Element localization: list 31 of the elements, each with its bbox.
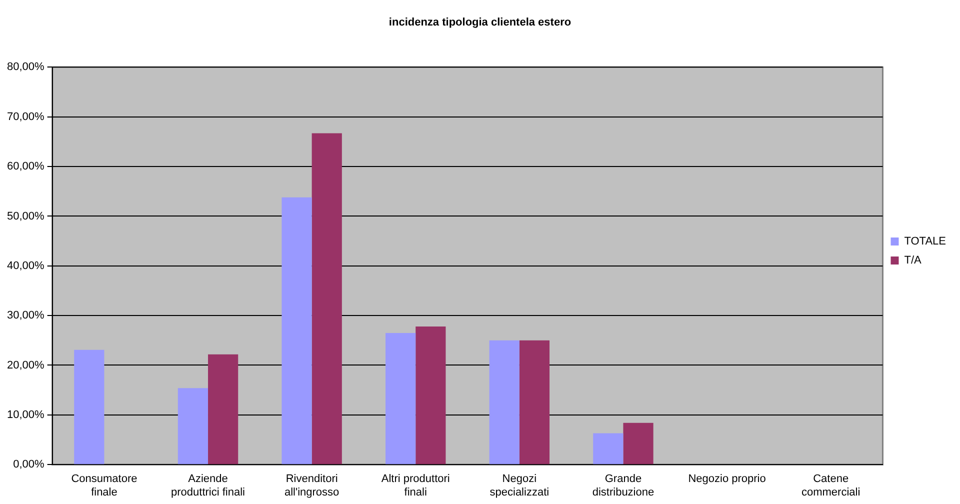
bar [74,350,104,464]
legend-label: TOTALE [904,236,946,248]
y-tick-label: 70,00% [6,110,45,123]
x-tick-label: Altri produttori finali [381,473,450,498]
x-tick-label: Rivenditori all'ingrosso [284,473,340,498]
y-tick-label: 60,00% [6,160,45,173]
bar [519,340,550,464]
x-tick-label: Aziende produttrici finali [171,473,246,498]
bar [416,326,446,464]
bar [178,388,208,464]
bar [593,433,624,464]
y-tick-label: 30,00% [6,310,45,322]
bar [312,133,342,464]
chart-title: incidenza tipologia clientela estero [388,16,572,29]
y-tick-label: 0,00% [13,458,45,471]
legend-label: T/A [904,254,922,267]
y-tick-label: 80,00% [6,61,45,74]
x-tick-label: Grande distribuzione [592,473,654,498]
bar [282,197,312,464]
bar [623,422,654,464]
y-tick-label: 50,00% [6,210,45,222]
x-tick-label: Consumatore finale [71,473,138,498]
x-tick-label: Negozi specializzati [490,473,550,498]
y-tick-label: 20,00% [6,359,45,372]
x-tick-label: Negozio proprio [688,473,766,486]
x-tick-label: Catene commerciali [801,473,860,498]
y-tick-label: 40,00% [6,260,45,272]
y-tick-label: 10,00% [6,408,45,421]
bar [386,332,416,464]
bar [208,354,238,464]
bar [489,340,520,464]
